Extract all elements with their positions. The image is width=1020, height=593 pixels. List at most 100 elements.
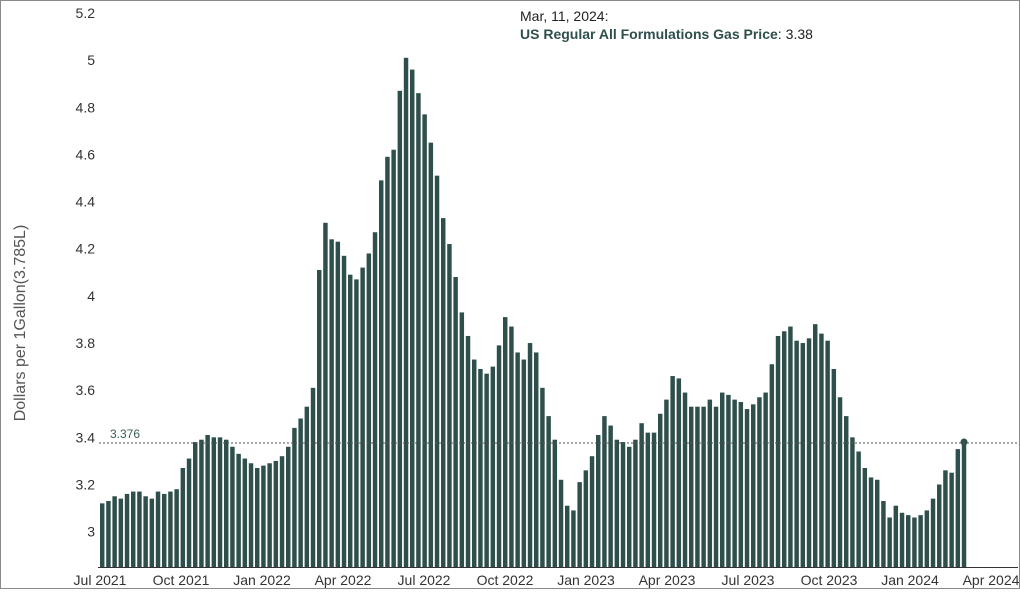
bar[interactable] <box>211 437 217 567</box>
bar[interactable] <box>713 406 719 567</box>
bar[interactable] <box>596 434 601 567</box>
bar[interactable] <box>881 500 886 567</box>
bar[interactable] <box>106 500 111 567</box>
bar[interactable] <box>199 439 204 567</box>
bar[interactable] <box>490 366 496 567</box>
bar[interactable] <box>788 326 793 567</box>
bar[interactable] <box>906 515 911 567</box>
bar[interactable] <box>627 446 632 567</box>
bar[interactable] <box>899 512 905 567</box>
bar[interactable] <box>893 505 899 567</box>
bar[interactable] <box>527 343 533 567</box>
bar[interactable] <box>224 439 229 567</box>
bar[interactable] <box>540 387 545 567</box>
bar[interactable] <box>937 484 942 567</box>
bar[interactable] <box>236 453 241 567</box>
bar[interactable] <box>403 57 409 567</box>
bar[interactable] <box>484 373 489 567</box>
bar[interactable] <box>434 175 440 567</box>
bar[interactable] <box>348 274 353 567</box>
bar[interactable] <box>751 404 756 567</box>
bar[interactable] <box>689 406 694 567</box>
bar[interactable] <box>720 392 725 567</box>
bar[interactable] <box>682 392 688 567</box>
bar[interactable] <box>744 409 750 567</box>
bar[interactable] <box>496 345 502 567</box>
bar[interactable] <box>230 446 235 567</box>
bar[interactable] <box>577 482 582 567</box>
bar[interactable] <box>416 93 421 568</box>
bar[interactable] <box>800 343 806 567</box>
bar[interactable] <box>124 493 130 567</box>
bar[interactable] <box>875 479 880 567</box>
bar[interactable] <box>279 456 285 567</box>
bar[interactable] <box>112 496 117 567</box>
bar[interactable] <box>397 90 403 568</box>
bar[interactable] <box>174 489 179 567</box>
bar[interactable] <box>465 335 471 567</box>
bar[interactable] <box>441 218 446 567</box>
bar[interactable] <box>806 338 812 567</box>
bar[interactable] <box>267 463 272 567</box>
bar[interactable] <box>943 470 948 567</box>
bar[interactable] <box>658 413 663 567</box>
bar[interactable] <box>310 387 316 567</box>
bar[interactable] <box>912 517 917 567</box>
bar[interactable] <box>521 359 527 567</box>
bar[interactable] <box>323 222 328 567</box>
bar[interactable] <box>515 352 520 567</box>
bar[interactable] <box>155 491 161 567</box>
bar[interactable] <box>273 460 279 567</box>
bar[interactable] <box>149 498 155 567</box>
bar[interactable] <box>459 312 465 567</box>
bar[interactable] <box>304 406 310 567</box>
bar[interactable] <box>701 406 706 567</box>
bar[interactable] <box>366 253 372 567</box>
bar[interactable] <box>391 149 396 568</box>
bar[interactable] <box>614 439 620 567</box>
bar[interactable] <box>261 465 266 567</box>
bar[interactable] <box>819 333 824 567</box>
bar[interactable] <box>317 269 322 567</box>
bar[interactable] <box>571 510 576 567</box>
bar[interactable] <box>478 368 483 567</box>
bar[interactable] <box>410 69 415 567</box>
bar[interactable] <box>422 114 427 568</box>
bar[interactable] <box>286 446 291 567</box>
bar[interactable] <box>217 437 223 567</box>
bar[interactable] <box>732 399 737 567</box>
bar[interactable] <box>887 517 892 567</box>
bar[interactable] <box>180 467 186 567</box>
bar[interactable] <box>205 434 210 567</box>
bar[interactable] <box>335 241 341 568</box>
bar[interactable] <box>385 156 390 568</box>
bar[interactable] <box>100 503 105 567</box>
bar[interactable] <box>292 427 297 567</box>
bar[interactable] <box>186 458 192 567</box>
bar[interactable] <box>775 335 781 567</box>
bar[interactable] <box>645 432 651 567</box>
bar[interactable] <box>633 439 638 567</box>
bar[interactable] <box>763 392 768 567</box>
bar[interactable] <box>813 324 818 567</box>
highlight-marker[interactable] <box>960 438 968 446</box>
bar[interactable] <box>862 467 868 567</box>
bar[interactable] <box>602 416 607 567</box>
bar[interactable] <box>651 432 657 567</box>
bar[interactable] <box>354 279 359 567</box>
bar[interactable] <box>546 416 551 567</box>
bar[interactable] <box>782 331 787 567</box>
bar[interactable] <box>447 244 452 567</box>
bar[interactable] <box>757 397 762 567</box>
bar[interactable] <box>503 317 508 567</box>
bar[interactable] <box>769 364 775 567</box>
bar[interactable] <box>825 340 830 567</box>
bar[interactable] <box>868 477 874 567</box>
bar[interactable] <box>534 352 539 567</box>
bar[interactable] <box>298 418 303 567</box>
bar[interactable] <box>372 232 378 568</box>
bar[interactable] <box>608 425 613 567</box>
bar[interactable] <box>850 437 855 567</box>
bar[interactable] <box>676 378 682 567</box>
bar[interactable] <box>248 463 254 567</box>
